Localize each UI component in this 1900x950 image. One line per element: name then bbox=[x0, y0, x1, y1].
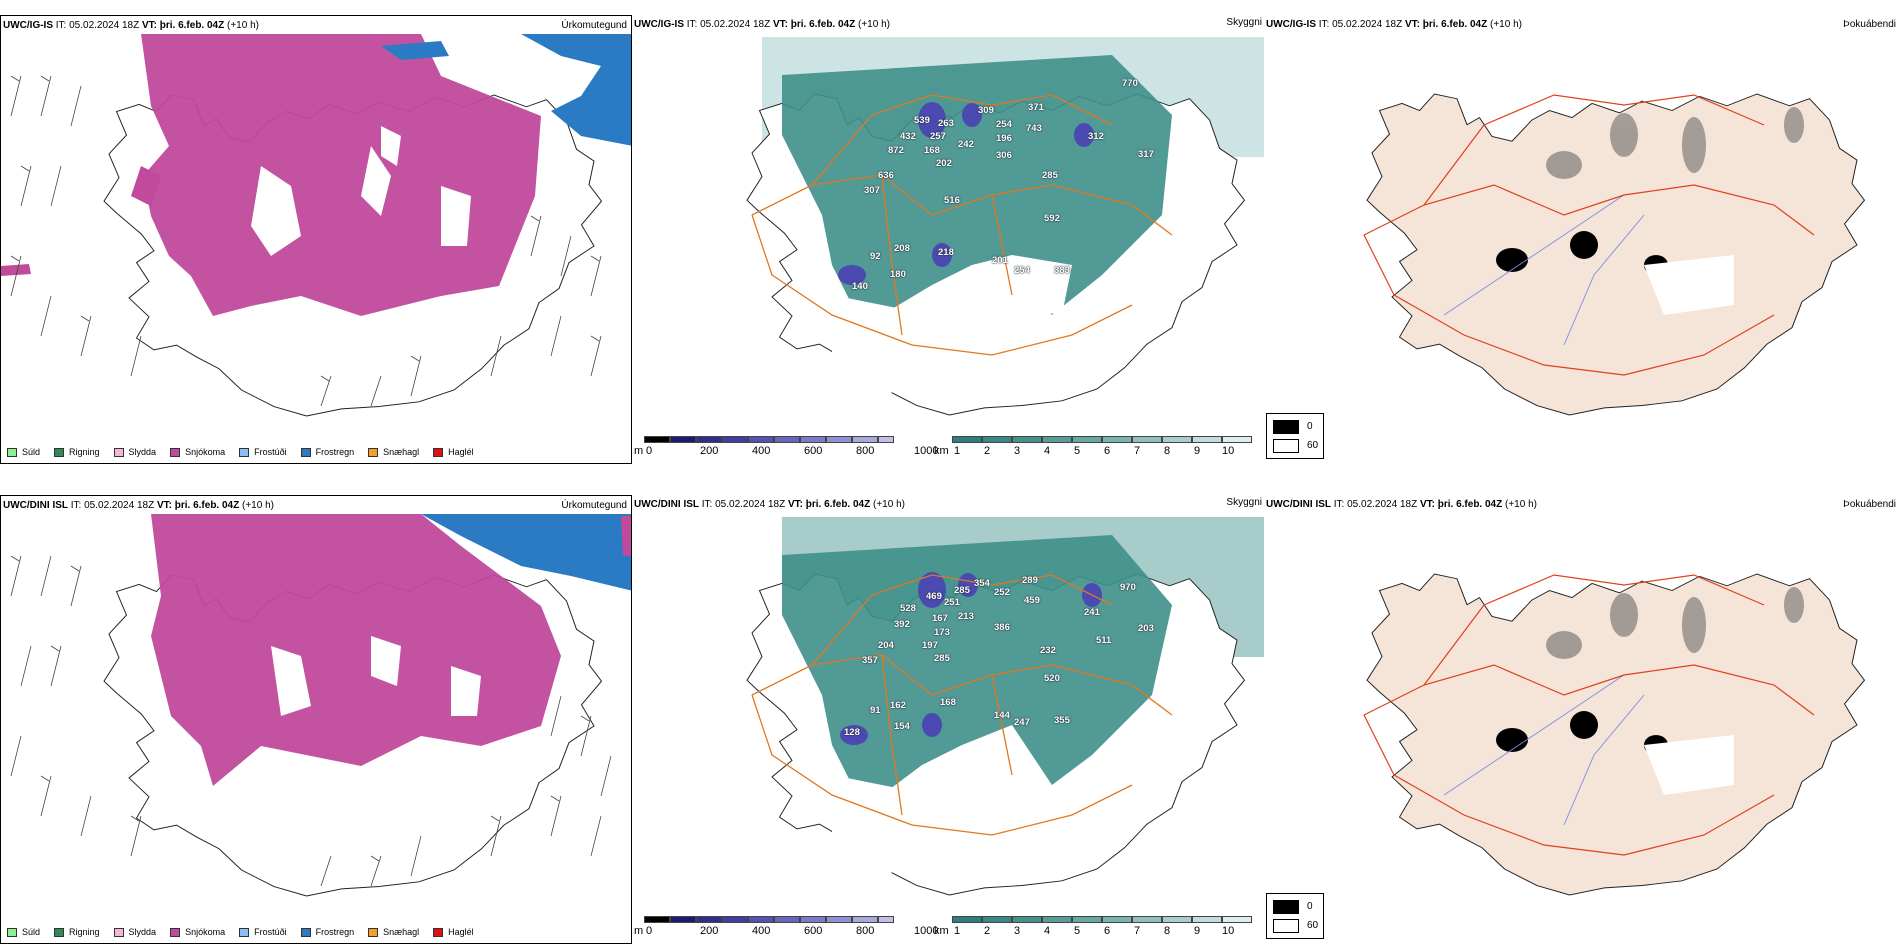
visibility-map bbox=[746, 517, 1264, 896]
visibility-colorbar: km 1 2 3 4 5 6 7 8 9 10 bbox=[934, 436, 1258, 464]
visibility-map bbox=[746, 37, 1264, 416]
panel-title: Þokuábendi bbox=[1843, 19, 1896, 30]
panel-title: Úrkomutegund bbox=[561, 20, 627, 31]
precip-type-panel-ig: UWC/IG-IS IT: 05.02.2024 18Z VT: þri. 6.… bbox=[0, 15, 632, 464]
panel-title: Úrkomutegund bbox=[561, 500, 627, 511]
panel-header: UWC/IG-IS IT: 05.02.2024 18Z VT: þri. 6.… bbox=[1266, 19, 1522, 30]
fog-legend: 0 60 bbox=[1266, 413, 1324, 459]
fog-map bbox=[1363, 93, 1866, 416]
panel-header: UWC/DINI ISL IT: 05.02.2024 18Z VT: þri.… bbox=[634, 499, 905, 510]
fog-panel-dini: UWC/DINI ISL IT: 05.02.2024 18Z VT: þri.… bbox=[1264, 495, 1900, 944]
precip-legend: Súld Rigning Slydda Snjókoma Frostúði Fr… bbox=[7, 927, 474, 937]
visibility-colorbar: km 1 2 3 4 5 6 7 8 9 10 bbox=[934, 916, 1258, 944]
precip-type-panel-dini: UWC/DINI ISL IT: 05.02.2024 18Z VT: þri.… bbox=[0, 495, 632, 944]
panel-header: UWC/DINI ISL IT: 05.02.2024 18Z VT: þri.… bbox=[1266, 499, 1537, 510]
cloud-base-colorbar: m 0 200 400 600 800 1000 bbox=[634, 436, 938, 464]
cloud-visibility-panel-ig: UWC/IG-IS IT: 05.02.2024 18Z VT: þri. 6.… bbox=[632, 15, 1264, 464]
precip-legend: Súld Rigning Slydda Snjókoma Frostúði Fr… bbox=[7, 447, 474, 457]
panel-title: Skyggni bbox=[1226, 17, 1262, 28]
panel-header: UWC/IG-IS IT: 05.02.2024 18Z VT: þri. 6.… bbox=[3, 20, 259, 31]
fog-legend: 0 60 bbox=[1266, 893, 1324, 939]
precip-type-map bbox=[10, 514, 631, 897]
cloud-base-colorbar: m 0 200 400 600 800 1000 bbox=[634, 916, 938, 944]
fog-panel-ig: UWC/IG-IS IT: 05.02.2024 18Z VT: þri. 6.… bbox=[1264, 15, 1900, 464]
cloud-visibility-panel-dini: UWC/DINI ISL IT: 05.02.2024 18Z VT: þri.… bbox=[632, 495, 1264, 944]
panel-header: UWC/IG-IS IT: 05.02.2024 18Z VT: þri. 6.… bbox=[634, 19, 890, 30]
precip-type-map bbox=[1, 34, 631, 417]
panel-title: Skyggni bbox=[1226, 497, 1262, 508]
fog-map bbox=[1363, 573, 1866, 896]
panel-title: Þokuábendi bbox=[1843, 499, 1896, 510]
panel-header: UWC/DINI ISL IT: 05.02.2024 18Z VT: þri.… bbox=[3, 500, 274, 511]
